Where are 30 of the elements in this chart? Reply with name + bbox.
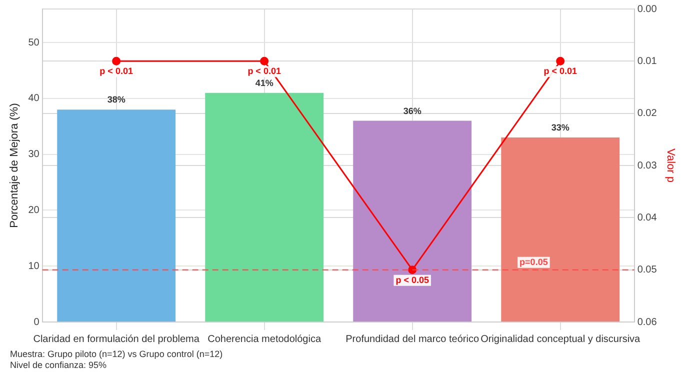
x-tick-label: Claridad en formulación del problema <box>33 334 200 345</box>
x-tick-label: Coherencia metodológica <box>208 334 322 345</box>
data-label: p < 0.05 <box>396 274 429 285</box>
y2-tick-label: 0.02 <box>637 108 658 120</box>
data-label: 41% <box>255 78 274 88</box>
y2-tick-label: 0.01 <box>637 56 658 67</box>
text: Muestra: Grupo piloto (n=12) vs Grupo control (n=12) <box>10 348 223 359</box>
y2-tick-label: 0.05 <box>637 264 658 276</box>
y-tick-label: 20 <box>28 204 40 216</box>
y2-tick-label: 0.04 <box>637 212 658 224</box>
y-tick-label: 30 <box>28 149 40 160</box>
y-tick-label: 50 <box>28 37 40 48</box>
y-tick-label: 0 <box>34 316 40 328</box>
data-label: 38% <box>107 94 126 105</box>
data-label: 36% <box>403 106 422 116</box>
y2-tick-label: 0.06 <box>637 316 658 328</box>
x-tick-label: Originalidad conceptual y discursiva <box>480 334 641 345</box>
text: Nivel de confianza: 95% <box>10 360 107 370</box>
data-label: 33% <box>551 122 570 133</box>
x-tick-label: Profundidad del marco teórico <box>346 334 480 345</box>
data-label: p < 0.01 <box>100 66 133 76</box>
data-label: p < 0.01 <box>544 66 577 76</box>
ref-line-label: p=0.05 <box>520 256 548 267</box>
y2-tick-label: 0.00 <box>637 4 658 15</box>
y2-tick-label: 0.03 <box>637 160 658 172</box>
y-tick-label: 10 <box>28 260 40 272</box>
y-tick-label: 40 <box>28 93 40 104</box>
y-axis-title: Porcentaje de Mejora (%) <box>8 103 21 228</box>
data-label: p < 0.01 <box>248 66 281 76</box>
y2-axis-title: Valor p <box>664 148 676 183</box>
